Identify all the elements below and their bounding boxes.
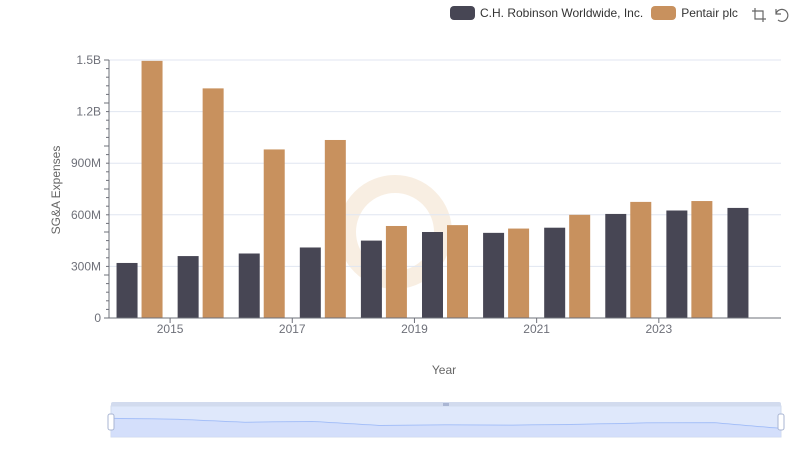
legend: C.H. Robinson Worldwide, Inc. Pentair pl… xyxy=(450,4,746,22)
y-axis-tick-labels: 0 300M 600M 900M 1.2B 1.5B xyxy=(71,53,101,325)
toolbox xyxy=(746,6,790,24)
bar-ch-robinson-2022 xyxy=(605,213,627,318)
legend-label: Pentair plc xyxy=(681,6,738,20)
bar-ch-robinson-2021 xyxy=(544,227,566,318)
legend-swatch xyxy=(450,6,475,20)
zoom-handle-right xyxy=(777,413,785,431)
bar-ch-robinson-2014 xyxy=(116,262,138,318)
y-axis-title: SG&A Expenses xyxy=(49,146,63,235)
y-tick-label: 1.2B xyxy=(76,105,101,119)
restore-icon[interactable] xyxy=(772,6,790,24)
bar-pentair-2016 xyxy=(263,149,285,318)
bar-pentair-2014 xyxy=(141,60,163,319)
bar-ch-robinson-2023 xyxy=(666,210,688,318)
zoom-icon[interactable] xyxy=(750,6,768,24)
data-zoom-slider[interactable] xyxy=(107,402,785,438)
y-tick-label: 900M xyxy=(71,156,101,170)
bar-ch-robinson-2024 xyxy=(727,207,749,318)
bar-pentair-2017 xyxy=(324,139,346,318)
bar-pentair-2019 xyxy=(447,225,468,318)
bar-pentair-2018 xyxy=(385,225,407,318)
x-tick-label: 2017 xyxy=(279,322,306,336)
zoom-drag-grip xyxy=(443,403,449,406)
legend-item-ch-robinson[interactable]: C.H. Robinson Worldwide, Inc. xyxy=(450,6,643,20)
y-tick-label: 1.5B xyxy=(76,53,101,67)
bar-ch-robinson-2019 xyxy=(422,232,443,318)
bars xyxy=(116,60,749,319)
zoom-preview-area xyxy=(111,418,781,437)
y-tick-label: 300M xyxy=(71,259,101,273)
bar-pentair-2023 xyxy=(691,201,713,318)
x-tick-label: 2015 xyxy=(157,322,184,336)
zoom-handle-left xyxy=(107,413,115,431)
bar-pentair-2020 xyxy=(508,228,530,318)
x-axis-title: Year xyxy=(432,363,456,377)
bar-pentair-2015 xyxy=(202,88,224,318)
x-tick-label: 2021 xyxy=(523,322,550,336)
bar-ch-robinson-2020 xyxy=(483,232,505,318)
axes xyxy=(104,59,781,323)
x-tick-label: 2023 xyxy=(645,322,672,336)
bar-ch-robinson-2017 xyxy=(299,247,321,318)
legend-item-pentair[interactable]: Pentair plc xyxy=(651,6,738,20)
bar-pentair-2021 xyxy=(569,214,591,318)
x-tick-label: 2019 xyxy=(401,322,428,336)
y-tick-label: 0 xyxy=(94,311,101,325)
legend-swatch xyxy=(651,6,677,20)
x-axis-tick-labels: 2015 2017 2019 2021 2023 xyxy=(157,322,673,336)
bar-ch-robinson-2016 xyxy=(238,253,260,318)
bar-ch-robinson-2018 xyxy=(360,240,382,318)
bar-ch-robinson-2015 xyxy=(177,256,199,318)
legend-label: C.H. Robinson Worldwide, Inc. xyxy=(480,6,644,20)
bar-pentair-2022 xyxy=(630,201,652,318)
y-tick-label: 600M xyxy=(71,208,101,222)
